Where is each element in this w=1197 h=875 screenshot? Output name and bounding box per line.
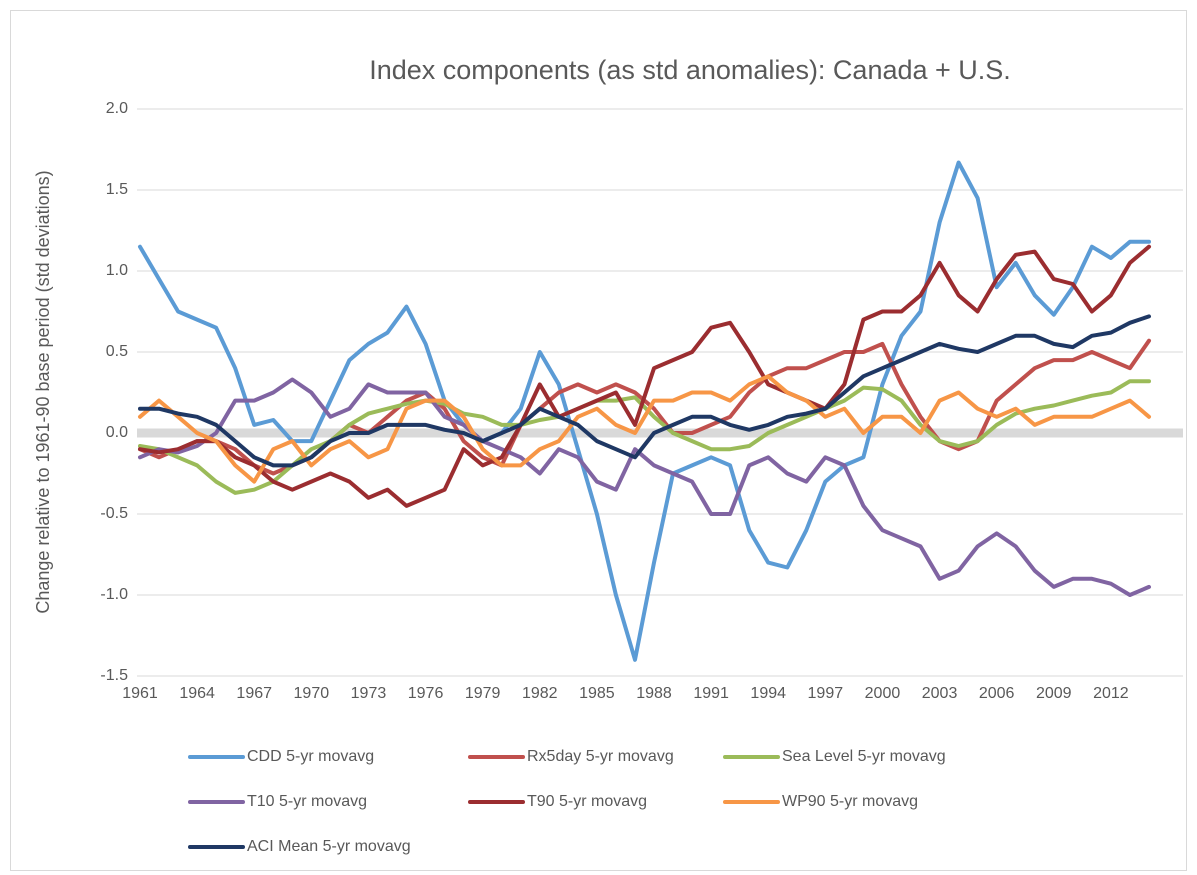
x-tick-label: 2006 [979,685,1015,702]
legend-label: ACI Mean 5-yr movavg [247,838,411,855]
series-line [138,379,1151,495]
x-tick-label: 1991 [693,685,729,702]
x-tick-label: 2009 [1036,685,1072,702]
chart-title: Index components (as std anomalies): Can… [369,55,1011,85]
x-tick-label: 1985 [579,685,615,702]
legend-label: Rx5day 5-yr movavg [527,748,674,765]
y-tick-label: 0.0 [106,424,128,441]
x-tick-label: 1964 [179,685,215,702]
legend-label: T90 5-yr movavg [527,793,647,810]
series-line [138,377,1151,597]
x-tick-label: 1976 [408,685,444,702]
x-tick-label: 1979 [465,685,501,702]
y-tick-label: 1.5 [106,181,128,198]
x-tick-label: 1997 [808,685,844,702]
y-axis-label: Change relative to 1961-90 base period (… [33,170,53,613]
x-tick-label: 2000 [865,685,901,702]
x-tick-label: 1982 [522,685,558,702]
x-tick-label: 1994 [750,685,786,702]
series-line [138,374,1151,484]
y-tick-label: 1.0 [106,262,128,279]
legend-label: Sea Level 5-yr movavg [782,748,946,765]
y-tick-label: 2.0 [106,100,128,117]
x-tick-label: 1988 [636,685,672,702]
x-tick-label: 1970 [294,685,330,702]
x-tick-label: 1967 [236,685,272,702]
x-tick-label: 1961 [122,685,158,702]
y-tick-label: -1.0 [100,586,128,603]
y-tick-label: -0.5 [100,505,128,522]
legend-label: WP90 5-yr movavg [782,793,918,810]
series-line [138,244,1151,508]
series-line [138,314,1151,468]
x-tick-label: 1973 [351,685,387,702]
x-tick-label: 2012 [1093,685,1129,702]
legend-label: T10 5-yr movavg [247,793,367,810]
x-tick-label: 2003 [922,685,958,702]
legend-label: CDD 5-yr movavg [247,748,374,765]
y-tick-label: -1.5 [100,667,128,684]
series-line [138,160,1151,662]
y-tick-label: 0.5 [106,343,128,360]
